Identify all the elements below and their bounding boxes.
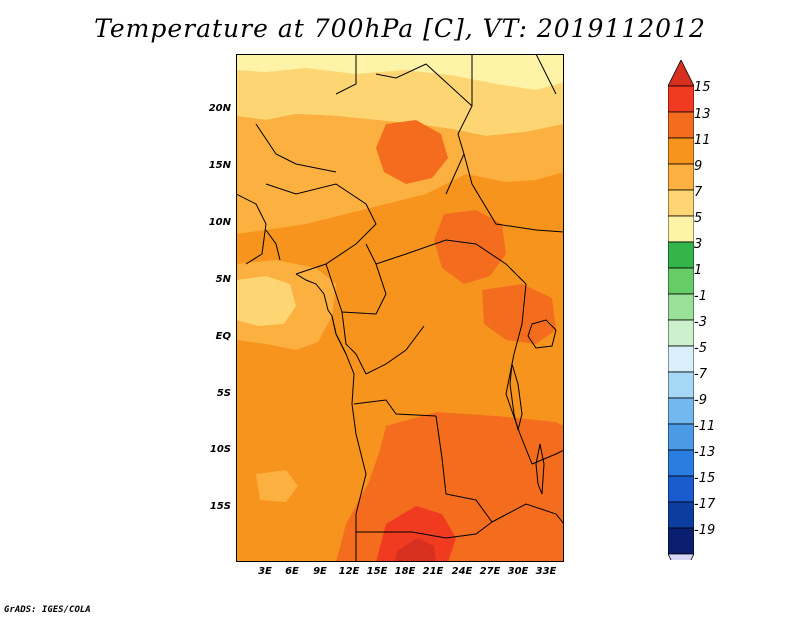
southern-hot-region xyxy=(376,506,456,562)
colorbar-tick-label: -1 xyxy=(694,289,707,304)
colorbar-bin xyxy=(668,501,694,529)
border-mali-niger xyxy=(255,123,337,173)
border-algeria-libya xyxy=(335,54,357,95)
border-angola-zambia xyxy=(435,415,493,523)
colorbar-tick-label: 15 xyxy=(694,80,711,95)
colorbar-tick-label: 9 xyxy=(694,159,703,174)
border-namibia xyxy=(356,521,493,539)
lake-malawi-outline xyxy=(535,443,545,495)
border-west-africa-1 xyxy=(236,193,267,265)
lat-tick-label: 5S xyxy=(216,388,231,399)
lon-tick-label: 33E xyxy=(535,566,557,577)
lon-tick-label: 6E xyxy=(285,566,299,577)
country-borders xyxy=(236,54,564,562)
grads-credit: GrADS: IGES/COLA xyxy=(4,605,91,615)
colorbar-tick-label: -7 xyxy=(694,367,707,382)
lat-tick-label: 5N xyxy=(215,274,231,285)
colorbar-bottom-triangle xyxy=(668,553,694,560)
colorbar-bin xyxy=(668,85,694,113)
car-warm-region xyxy=(434,210,506,284)
lon-tick-label: 18E xyxy=(394,566,416,577)
colorbar-bin xyxy=(668,215,694,243)
colorbar-tick-label: 13 xyxy=(694,107,711,122)
lake-victoria-outline xyxy=(527,319,557,349)
colorbar-tick-label: -13 xyxy=(694,445,716,460)
congo-warm-patch-region xyxy=(482,284,556,344)
border-zambia-east xyxy=(491,503,564,525)
southern-hottest-region xyxy=(394,538,436,562)
colorbar-tick-label: -5 xyxy=(694,341,707,356)
west-coast-light-region xyxy=(236,276,296,326)
lat-tick-label: 20N xyxy=(208,103,231,114)
border-tanzania xyxy=(531,449,564,465)
colorbar-top-triangle xyxy=(668,60,694,87)
colorbar-tick-label: 3 xyxy=(694,237,703,252)
lat-tick-label: 10N xyxy=(208,217,231,228)
colorbar xyxy=(668,60,694,560)
lat-tick-label: 10S xyxy=(209,444,231,455)
lat-tick-label: 15S xyxy=(209,501,231,512)
colorbar-tick-label: 5 xyxy=(694,211,703,226)
colorbar-bin xyxy=(668,267,694,295)
coastline-west-central xyxy=(295,273,367,562)
border-congo xyxy=(341,311,425,375)
colorbar-bin xyxy=(668,371,694,399)
colorbar-tick-label: 7 xyxy=(694,185,703,200)
colorbar-tick-label: 11 xyxy=(694,133,711,148)
colorbar-tick-label: -11 xyxy=(694,419,716,434)
border-west-africa-2 xyxy=(265,229,281,261)
colorbar-bin xyxy=(668,345,694,373)
colorbar-bin xyxy=(668,319,694,347)
colorbar-bin xyxy=(668,241,694,269)
colorbar-tick-label: 1 xyxy=(694,263,703,278)
atlantic-south-cool-region xyxy=(256,470,298,502)
temperature-map xyxy=(236,54,564,562)
colorbar-bin xyxy=(668,137,694,165)
lon-tick-label: 3E xyxy=(258,566,272,577)
colorbar-bins xyxy=(668,60,694,560)
border-car xyxy=(375,239,527,285)
colorbar-tick-label: -17 xyxy=(694,497,716,512)
colorbar-bin xyxy=(668,111,694,139)
colorbar-bin xyxy=(668,189,694,217)
chad-warm-region xyxy=(376,120,448,184)
lon-tick-label: 27E xyxy=(479,566,501,577)
colorbar-bin xyxy=(668,423,694,451)
lon-tick-label: 30E xyxy=(507,566,529,577)
lat-tick-label: 15N xyxy=(208,160,231,171)
map-frame-border xyxy=(236,54,564,562)
lake-tanganyika-outline xyxy=(509,363,523,431)
colorbar-bin xyxy=(668,449,694,477)
lon-tick-label: 21E xyxy=(422,566,444,577)
colorbar-tick-label: -15 xyxy=(694,471,716,486)
border-sudan xyxy=(463,153,564,233)
lon-tick-label: 12E xyxy=(338,566,360,577)
lon-tick-label: 9E xyxy=(313,566,327,577)
colorbar-tick-label: -3 xyxy=(694,315,707,330)
far-north-pale-region xyxy=(236,54,564,90)
colorbar-bin xyxy=(668,293,694,321)
colorbar-tick-label: -9 xyxy=(694,393,707,408)
lon-tick-label: 15E xyxy=(366,566,388,577)
colorbar-bin xyxy=(668,527,694,555)
colorbar-bin xyxy=(668,397,694,425)
lon-tick-label: 24E xyxy=(451,566,473,577)
border-nigeria xyxy=(265,183,377,275)
map-title: Temperature at 700hPa [C], VT: 201911201… xyxy=(94,14,706,43)
border-angola-north xyxy=(353,399,437,417)
colorbar-tick-label: -19 xyxy=(694,523,716,538)
border-drc-east xyxy=(505,283,533,465)
lat-tick-label: EQ xyxy=(215,331,231,342)
red-sea-coast xyxy=(535,54,557,95)
colorbar-bin xyxy=(668,475,694,503)
colorbar-bin xyxy=(668,163,694,191)
